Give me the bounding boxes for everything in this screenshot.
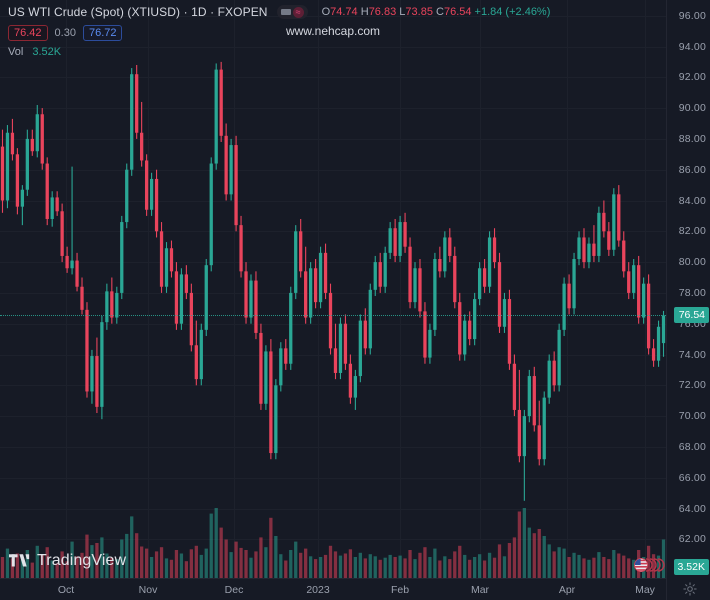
price-axis-tick: 84.00	[678, 194, 706, 207]
gridline-horizontal	[0, 231, 666, 233]
time-axis-tick: May	[635, 584, 655, 596]
data-status-pill[interactable]: ≈	[276, 5, 308, 19]
gridline-horizontal	[0, 508, 666, 510]
legend-volume-row: Vol 3.52K	[8, 46, 550, 58]
time-axis-tick: 2023	[306, 584, 330, 596]
us-flag-icon[interactable]	[632, 557, 668, 578]
close-value: 76.54	[443, 6, 472, 18]
symbol-title[interactable]: US WTI Crude (Spot) (XTIUSD) · 1D · FXOP…	[8, 5, 268, 19]
price-axis-tick: 86.00	[678, 163, 706, 176]
price-axis-tick: 78.00	[678, 286, 706, 299]
time-axis-tick: Apr	[558, 584, 576, 596]
price-axis-tick: 96.00	[678, 9, 706, 22]
price-axis-tick: 80.00	[678, 256, 706, 269]
gridline-horizontal	[0, 262, 666, 264]
candlestick-series	[0, 61, 666, 578]
volume-badge[interactable]: 3.52K	[673, 559, 709, 575]
change-value: +1.84 (+2.46%)	[474, 6, 551, 18]
price-axis-tick: 94.00	[678, 40, 706, 53]
gridline-horizontal	[0, 169, 666, 171]
price-axis-tick: 68.00	[678, 440, 706, 453]
time-axis-tick: Oct	[57, 584, 75, 596]
gridline-horizontal	[0, 354, 666, 356]
time-axis-tick: Dec	[224, 584, 244, 596]
gridline-horizontal	[0, 46, 666, 48]
open-value: 74.74	[330, 6, 358, 18]
time-axis[interactable]: Oct Nov Dec 2023 Feb Mar Apr May	[0, 578, 666, 600]
gridline-horizontal	[0, 385, 666, 387]
legend-quote-row: 76.42 0.30 76.72	[8, 25, 550, 41]
gridline-horizontal	[0, 292, 666, 294]
bid-price[interactable]: 76.42	[8, 25, 48, 41]
volume-label[interactable]: Vol	[8, 46, 24, 58]
gridline-horizontal	[0, 108, 666, 110]
price-axis-tick: 82.00	[678, 225, 706, 238]
current-price-line	[0, 315, 666, 317]
gridline-vertical	[645, 0, 646, 578]
legend-primary-row: US WTI Crude (Spot) (XTIUSD) · 1D · FXOP…	[8, 4, 550, 20]
gridline-horizontal	[0, 200, 666, 202]
gridline-horizontal	[0, 477, 666, 479]
chart-legend: US WTI Crude (Spot) (XTIUSD) · 1D · FXOP…	[8, 4, 550, 58]
gridline-horizontal	[0, 416, 666, 418]
gear-icon[interactable]	[683, 582, 697, 596]
gridline-horizontal	[0, 539, 666, 541]
site-watermark: www.nehcap.com	[285, 24, 381, 38]
spread-value: 0.30	[54, 27, 76, 39]
price-axis-tick: 72.00	[678, 379, 706, 392]
price-axis-tick: 90.00	[678, 102, 706, 115]
price-axis-tick: 88.00	[678, 132, 706, 145]
price-axis-tick: 66.00	[678, 471, 706, 484]
tradingview-logo[interactable]: TradingView	[9, 552, 126, 570]
gridline-horizontal	[0, 138, 666, 140]
price-axis[interactable]: 96.00 94.00 92.00 90.00 88.00 86.00 84.00 82.00…	[666, 0, 710, 600]
open-label: O	[321, 6, 331, 18]
gridline-vertical	[66, 0, 67, 578]
close-label: C	[436, 6, 444, 18]
rectangle-icon	[280, 9, 291, 15]
price-axis-tick: 92.00	[678, 71, 706, 84]
low-value: 73.85	[405, 6, 433, 18]
price-axis-tick: 70.00	[678, 410, 706, 423]
gridline-vertical	[234, 0, 235, 578]
current-price-badge[interactable]: 76.54	[673, 307, 709, 324]
wave-icon: ≈	[292, 6, 304, 18]
volume-value: 3.52K	[32, 46, 62, 58]
tradingview-mark-icon	[9, 554, 30, 567]
price-axis-tick: 64.00	[678, 502, 706, 515]
price-axis-tick: 62.00	[678, 533, 706, 546]
low-label: L	[399, 6, 406, 18]
time-axis-tick: Feb	[390, 584, 410, 596]
ohlc-values: O74.74 H76.83 L73.85 C76.54 +1.84 (+2.46…	[322, 6, 551, 18]
gridline-horizontal	[0, 323, 666, 325]
price-axis-tick: 74.00	[678, 348, 706, 361]
chart-plot-area[interactable]	[0, 0, 666, 578]
gridline-vertical	[400, 0, 401, 578]
gridline-horizontal	[0, 15, 666, 17]
high-value: 76.83	[368, 6, 397, 18]
tradingview-logo-text: TradingView	[37, 552, 127, 569]
time-axis-tick: Nov	[138, 584, 158, 596]
gridline-horizontal	[0, 77, 666, 79]
gridline-horizontal	[0, 446, 666, 448]
gridline-vertical	[148, 0, 149, 578]
ask-price[interactable]: 76.72	[82, 25, 123, 41]
time-axis-tick: Mar	[470, 584, 490, 596]
high-label: H	[360, 6, 369, 18]
gridline-vertical	[318, 0, 319, 578]
